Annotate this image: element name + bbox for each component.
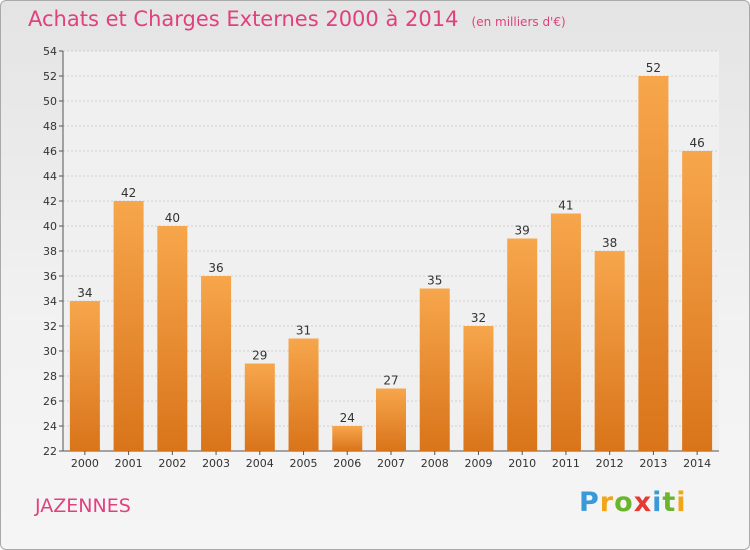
bar <box>682 151 713 451</box>
bar <box>113 201 144 451</box>
logo-letter: r <box>599 487 615 518</box>
x-tick-label: 2002 <box>158 457 186 470</box>
y-tick-label: 42 <box>43 195 57 208</box>
data-label: 52 <box>646 61 661 75</box>
x-tick-label: 2005 <box>290 457 318 470</box>
x-tick-label: 2007 <box>377 457 405 470</box>
logo-letter: i <box>676 487 687 518</box>
bar <box>69 301 100 451</box>
y-tick-label: 44 <box>43 170 57 183</box>
bar <box>332 426 363 451</box>
x-tick-label: 2003 <box>202 457 230 470</box>
data-label: 39 <box>515 224 530 238</box>
y-tick-label: 32 <box>43 320 57 333</box>
data-label: 29 <box>252 349 267 363</box>
y-tick-label: 26 <box>43 395 57 408</box>
y-tick-label: 38 <box>43 245 57 258</box>
bar <box>288 338 319 451</box>
y-tick-label: 30 <box>43 345 57 358</box>
commune-name: JAZENNES <box>35 495 131 517</box>
data-label: 40 <box>165 211 180 225</box>
x-tick-label: 2001 <box>115 457 143 470</box>
bar <box>376 388 406 451</box>
x-tick-label: 2004 <box>246 457 274 470</box>
y-tick-label: 48 <box>43 120 57 133</box>
x-tick-label: 2010 <box>508 457 536 470</box>
x-tick-label: 2013 <box>639 457 667 470</box>
data-label: 27 <box>383 374 398 388</box>
data-label: 46 <box>689 136 704 150</box>
x-tick-label: 2006 <box>333 457 361 470</box>
proxiti-logo: Proxiti <box>579 487 687 518</box>
logo-letter: o <box>614 487 634 518</box>
data-label: 32 <box>471 311 486 325</box>
y-tick-label: 22 <box>43 445 57 458</box>
data-label: 36 <box>208 261 223 275</box>
x-tick-label: 2012 <box>596 457 624 470</box>
data-label: 34 <box>77 286 92 300</box>
data-label: 24 <box>340 411 355 425</box>
bar <box>594 251 625 451</box>
chart-title-block: Achats et Charges Externes 2000 à 2014 (… <box>28 7 566 31</box>
logo-letter: x <box>633 487 653 518</box>
y-tick-label: 28 <box>43 370 57 383</box>
chart-subtitle: (en milliers d'€) <box>471 15 566 29</box>
bar <box>419 288 450 451</box>
bar <box>507 238 538 451</box>
data-label: 31 <box>296 324 311 338</box>
logo-letter: i <box>652 487 663 518</box>
bar <box>244 363 275 451</box>
x-tick-label: 2011 <box>552 457 580 470</box>
data-label: 35 <box>427 274 442 288</box>
y-tick-label: 36 <box>43 270 57 283</box>
y-tick-label: 50 <box>43 95 57 108</box>
chart-title: Achats et Charges Externes 2000 à 2014 <box>28 7 459 31</box>
x-tick-label: 2014 <box>683 457 711 470</box>
data-label: 38 <box>602 236 617 250</box>
bar <box>157 226 188 451</box>
x-tick-label: 2000 <box>71 457 99 470</box>
y-tick-label: 34 <box>43 295 57 308</box>
y-tick-label: 24 <box>43 420 57 433</box>
x-tick-label: 2009 <box>464 457 492 470</box>
bar <box>638 76 669 451</box>
y-tick-label: 46 <box>43 145 57 158</box>
bar <box>201 276 232 451</box>
y-tick-label: 54 <box>43 45 57 58</box>
bar <box>463 326 494 451</box>
data-label: 42 <box>121 186 136 200</box>
data-label: 41 <box>558 199 573 213</box>
x-tick-label: 2008 <box>421 457 449 470</box>
y-tick-label: 40 <box>43 220 57 233</box>
logo-letter: P <box>579 487 600 518</box>
logo-letter: t <box>662 487 677 518</box>
bar <box>550 213 581 451</box>
y-tick-label: 52 <box>43 70 57 83</box>
